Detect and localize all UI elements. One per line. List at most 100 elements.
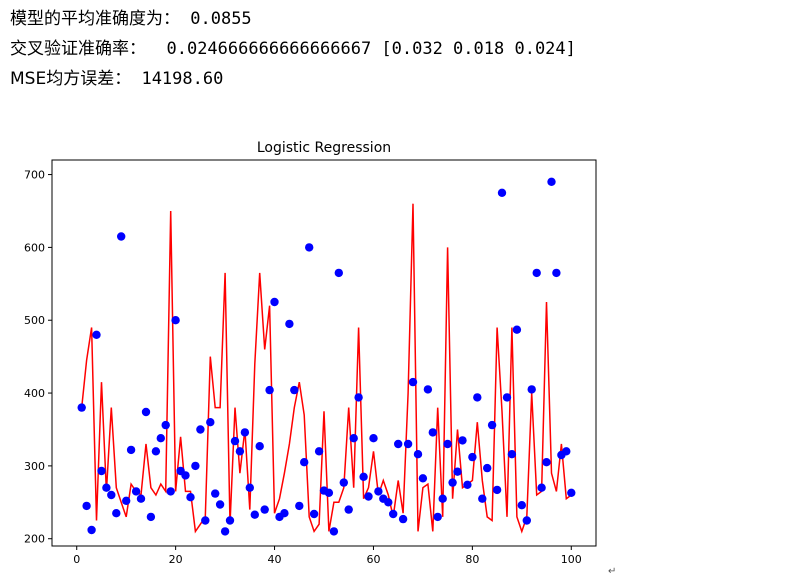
data-point: [364, 492, 373, 501]
y-tick-label: 700: [24, 169, 45, 182]
return-mark-icon: ↵: [608, 566, 617, 577]
data-point: [339, 478, 348, 487]
data-point: [240, 428, 250, 437]
data-point: [245, 483, 254, 492]
data-point: [413, 450, 423, 459]
data-point: [136, 494, 146, 503]
data-point: [502, 393, 512, 402]
data-point: [334, 268, 343, 278]
data-point: [186, 493, 195, 502]
data-point: [329, 527, 339, 536]
data-point: [492, 485, 502, 495]
data-point: [394, 439, 403, 449]
data-point: [438, 494, 447, 503]
data-point: [458, 436, 467, 445]
data-point: [92, 330, 101, 339]
accuracy-line: 模型的平均准确度为： 0.0855: [10, 4, 576, 34]
data-point: [309, 509, 319, 519]
data-point: [403, 439, 413, 449]
data-point: [215, 500, 225, 509]
data-point: [468, 452, 477, 462]
x-tick-label: 20: [169, 553, 183, 566]
data-point: [196, 425, 205, 434]
data-point: [191, 461, 200, 471]
x-tick-label: 0: [73, 553, 80, 566]
data-point: [235, 447, 245, 456]
data-point: [156, 434, 165, 443]
x-tick-label: 40: [268, 553, 282, 566]
data-point: [151, 447, 161, 456]
data-point: [126, 445, 136, 455]
data-point: [374, 487, 383, 496]
data-point: [398, 514, 408, 524]
data-point: [220, 527, 230, 536]
predicted-line: [80, 203, 572, 534]
data-point: [201, 516, 210, 525]
data-point: [171, 316, 180, 325]
mse-line: MSE均方误差： 14198.60: [10, 64, 576, 94]
x-tick-label: 60: [366, 553, 380, 566]
data-point: [389, 509, 398, 519]
data-point: [300, 458, 309, 467]
data-point: [141, 407, 151, 417]
data-point: [265, 385, 274, 395]
data-point: [146, 512, 156, 522]
data-point: [478, 494, 487, 503]
data-point: [384, 498, 393, 507]
y-tick-label: 200: [24, 533, 45, 546]
data-point: [305, 243, 314, 252]
data-point: [483, 463, 492, 473]
mse-value: 14198.60: [141, 69, 224, 89]
data-point: [453, 467, 462, 476]
data-point: [107, 490, 116, 500]
data-point: [255, 442, 264, 451]
y-tick-label: 300: [24, 460, 45, 473]
mse-label: MSE均方误差：: [10, 69, 132, 89]
data-point: [112, 509, 121, 518]
y-tick-label: 600: [24, 241, 45, 254]
data-point: [260, 505, 269, 514]
data-point: [507, 450, 517, 459]
data-point: [206, 418, 215, 427]
data-point: [517, 501, 526, 510]
logistic-regression-chart: Logistic Regression 0 20 40 60 80 100 200 300 400…: [24, 140, 597, 566]
accuracy-value: 0.0855: [190, 9, 252, 29]
metrics-output: 模型的平均准确度为： 0.0855 交叉验证准确率： 0.02466666666…: [10, 4, 576, 94]
cv-value: 0.024666666666666667 [0.032 0.018 0.024]: [166, 39, 576, 59]
data-point: [324, 488, 334, 497]
data-point: [314, 447, 324, 456]
data-point: [285, 319, 294, 329]
data-point: [527, 385, 536, 394]
data-point: [542, 458, 551, 467]
data-point: [161, 420, 170, 430]
data-point: [181, 471, 190, 480]
cv-label: 交叉验证准确率：: [10, 39, 146, 59]
data-point: [290, 385, 299, 395]
data-point: [418, 474, 428, 483]
data-point: [359, 472, 368, 481]
data-point: [443, 439, 452, 449]
accuracy-label: 模型的平均准确度为：: [10, 9, 180, 29]
data-point: [117, 232, 126, 241]
cv-line: 交叉验证准确率： 0.024666666666666667 [0.032 0.0…: [10, 34, 576, 64]
data-point: [354, 393, 363, 402]
data-point: [295, 501, 304, 511]
data-point: [423, 385, 433, 394]
data-point: [82, 501, 91, 511]
data-point: [270, 297, 279, 307]
data-point: [532, 268, 541, 278]
data-point: [537, 483, 546, 492]
data-point: [166, 487, 175, 496]
data-point: [562, 447, 571, 456]
data-point: [369, 434, 378, 443]
data-point: [552, 268, 561, 278]
data-point: [487, 420, 497, 430]
data-point: [433, 512, 442, 522]
data-point: [225, 516, 235, 525]
data-point: [567, 488, 576, 497]
data-point: [131, 487, 141, 496]
data-point: [349, 434, 358, 443]
data-point: [497, 188, 507, 197]
data-point: [102, 483, 111, 492]
y-tick-label: 500: [24, 314, 45, 327]
